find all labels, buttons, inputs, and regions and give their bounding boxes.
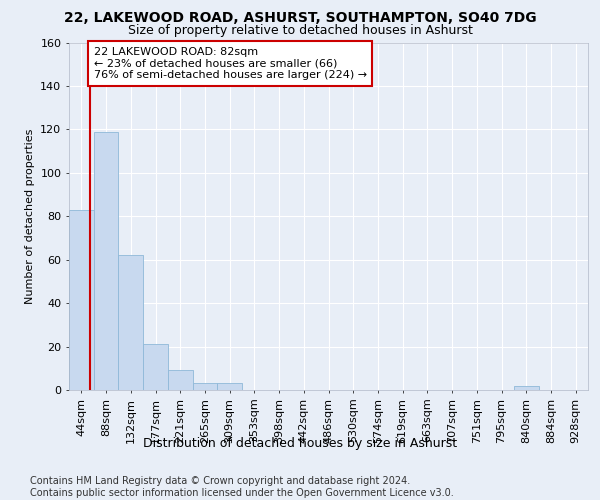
Text: 22 LAKEWOOD ROAD: 82sqm
← 23% of detached houses are smaller (66)
76% of semi-de: 22 LAKEWOOD ROAD: 82sqm ← 23% of detache… [94, 47, 367, 80]
Bar [118, 256, 143, 390]
Bar [94, 132, 118, 390]
Text: Distribution of detached houses by size in Ashurst: Distribution of detached houses by size … [143, 438, 457, 450]
Bar [217, 384, 242, 390]
Bar [193, 384, 217, 390]
Bar [168, 370, 193, 390]
Y-axis label: Number of detached properties: Number of detached properties [25, 128, 35, 304]
Text: Contains HM Land Registry data © Crown copyright and database right 2024.
Contai: Contains HM Land Registry data © Crown c… [30, 476, 454, 498]
Text: Size of property relative to detached houses in Ashurst: Size of property relative to detached ho… [128, 24, 472, 37]
Bar [143, 344, 168, 390]
Bar [514, 386, 539, 390]
Bar [69, 210, 94, 390]
Text: 22, LAKEWOOD ROAD, ASHURST, SOUTHAMPTON, SO40 7DG: 22, LAKEWOOD ROAD, ASHURST, SOUTHAMPTON,… [64, 12, 536, 26]
